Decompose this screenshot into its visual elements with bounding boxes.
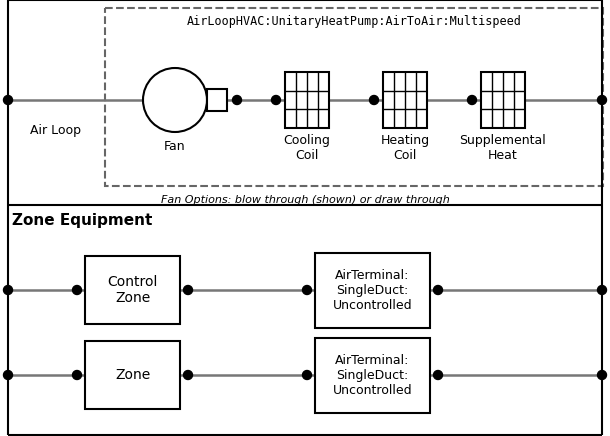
Text: AirLoopHVAC:UnitaryHeatPump:AirToAir:Multispeed: AirLoopHVAC:UnitaryHeatPump:AirToAir:Mul… (187, 16, 522, 28)
Text: Supplemental
Heat: Supplemental Heat (459, 134, 547, 162)
Circle shape (434, 371, 442, 379)
Text: Fan: Fan (164, 140, 186, 153)
Bar (481, 72, 525, 128)
Text: Control
Zone: Control Zone (107, 275, 158, 305)
Circle shape (73, 286, 82, 294)
Text: AirTerminal:
SingleDuct:
Uncontrolled: AirTerminal: SingleDuct: Uncontrolled (332, 269, 412, 311)
Bar (85, 256, 180, 324)
Circle shape (598, 371, 606, 379)
Text: Cooling
Coil: Cooling Coil (284, 134, 331, 162)
Circle shape (4, 286, 12, 294)
Circle shape (598, 95, 606, 105)
Circle shape (4, 371, 12, 379)
Circle shape (271, 95, 281, 105)
Circle shape (598, 286, 606, 294)
Text: Air Loop: Air Loop (29, 123, 81, 136)
Bar (207, 89, 227, 111)
Bar (315, 252, 430, 327)
Bar (383, 72, 427, 128)
Text: Zone Equipment: Zone Equipment (12, 213, 152, 228)
Circle shape (303, 371, 312, 379)
Text: Fan Options: blow through (shown) or draw through: Fan Options: blow through (shown) or dra… (160, 195, 450, 205)
Text: AirTerminal:
SingleDuct:
Uncontrolled: AirTerminal: SingleDuct: Uncontrolled (332, 354, 412, 396)
Circle shape (143, 68, 207, 132)
Bar (105, 8, 603, 186)
Text: Heating
Coil: Heating Coil (381, 134, 429, 162)
Circle shape (467, 95, 476, 105)
Circle shape (73, 371, 82, 379)
Circle shape (303, 286, 312, 294)
Bar (315, 337, 430, 412)
Circle shape (4, 95, 12, 105)
Bar (85, 341, 180, 409)
Circle shape (434, 286, 442, 294)
Circle shape (370, 95, 378, 105)
Circle shape (232, 95, 242, 105)
Circle shape (184, 371, 193, 379)
Text: Zone: Zone (115, 368, 150, 382)
Circle shape (184, 286, 193, 294)
Bar (285, 72, 329, 128)
